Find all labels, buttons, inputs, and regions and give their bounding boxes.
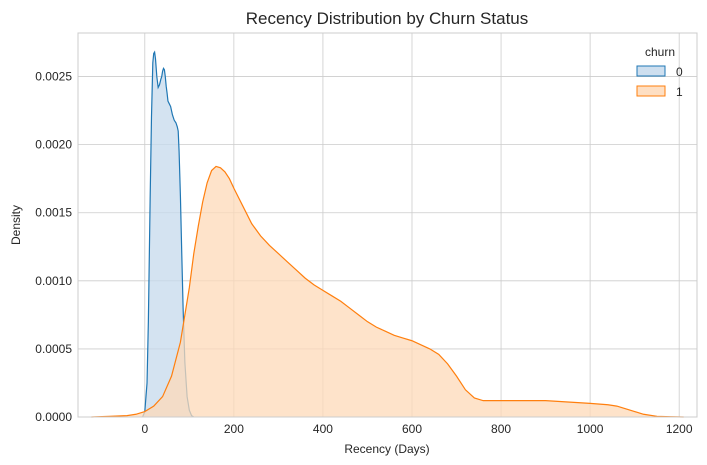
plot-frame <box>77 32 698 418</box>
y-tick-label: 0.0010 <box>35 274 72 288</box>
x-tick-label: 200 <box>224 422 244 436</box>
legend-title: churn <box>645 45 675 59</box>
legend-swatch-0 <box>636 65 666 77</box>
x-tick-label: 400 <box>313 422 333 436</box>
x-tick-label: 1000 <box>577 422 604 436</box>
series-1-line <box>91 165 684 418</box>
chart-title: Recency Distribution by Churn Status <box>246 9 529 28</box>
x-tick-label: 1200 <box>666 422 693 436</box>
plot-border <box>77 32 698 418</box>
series-0-area <box>142 52 194 418</box>
y-tick-label: 0.0000 <box>35 410 72 424</box>
legend: churn 0 1 <box>636 45 683 99</box>
y-tick-label: 0.0020 <box>35 138 72 152</box>
series-0-line <box>142 50 195 418</box>
x-tick-label: 0 <box>141 422 148 436</box>
series-layer <box>91 50 684 418</box>
legend-label-0: 0 <box>676 65 683 79</box>
y-tick-label: 0.0025 <box>35 70 72 84</box>
x-tick-label: 600 <box>402 422 422 436</box>
y-axis-label: Density <box>9 205 23 245</box>
y-axis: 0.0000 0.0005 0.0010 0.0015 0.0020 0.0025 <box>35 70 72 424</box>
x-tick-label: 800 <box>491 422 511 436</box>
y-tick-label: 0.0015 <box>35 206 72 220</box>
y-tick-label: 0.0005 <box>35 342 72 356</box>
x-axis-label: Recency (Days) <box>344 442 429 456</box>
legend-swatch-1 <box>636 85 666 97</box>
series-1-area <box>91 166 684 417</box>
x-axis: 0 200 400 600 800 1000 1200 <box>141 422 692 436</box>
legend-label-1: 1 <box>676 85 683 99</box>
